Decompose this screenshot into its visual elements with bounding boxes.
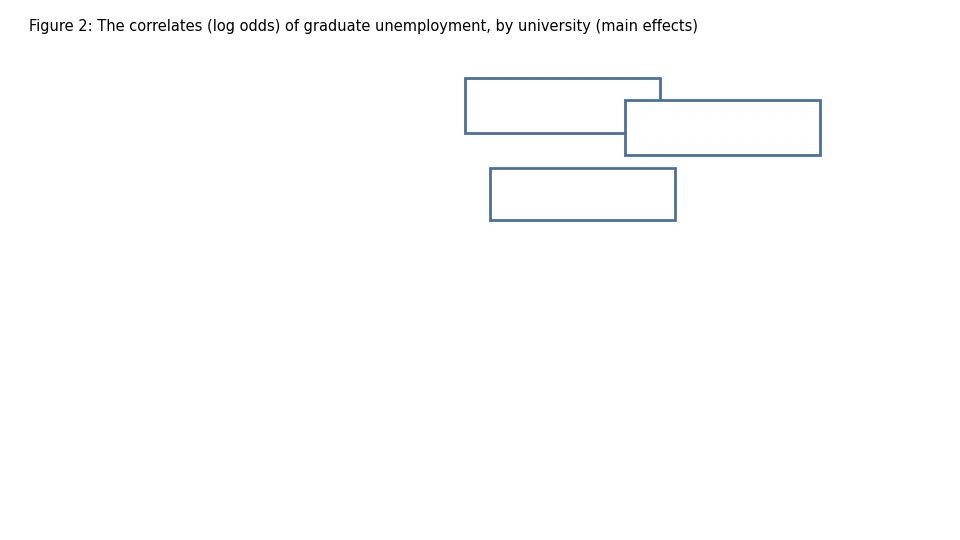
Text: Figure 2: The correlates (log odds) of graduate unemployment, by university (mai: Figure 2: The correlates (log odds) of g… (29, 19, 698, 34)
